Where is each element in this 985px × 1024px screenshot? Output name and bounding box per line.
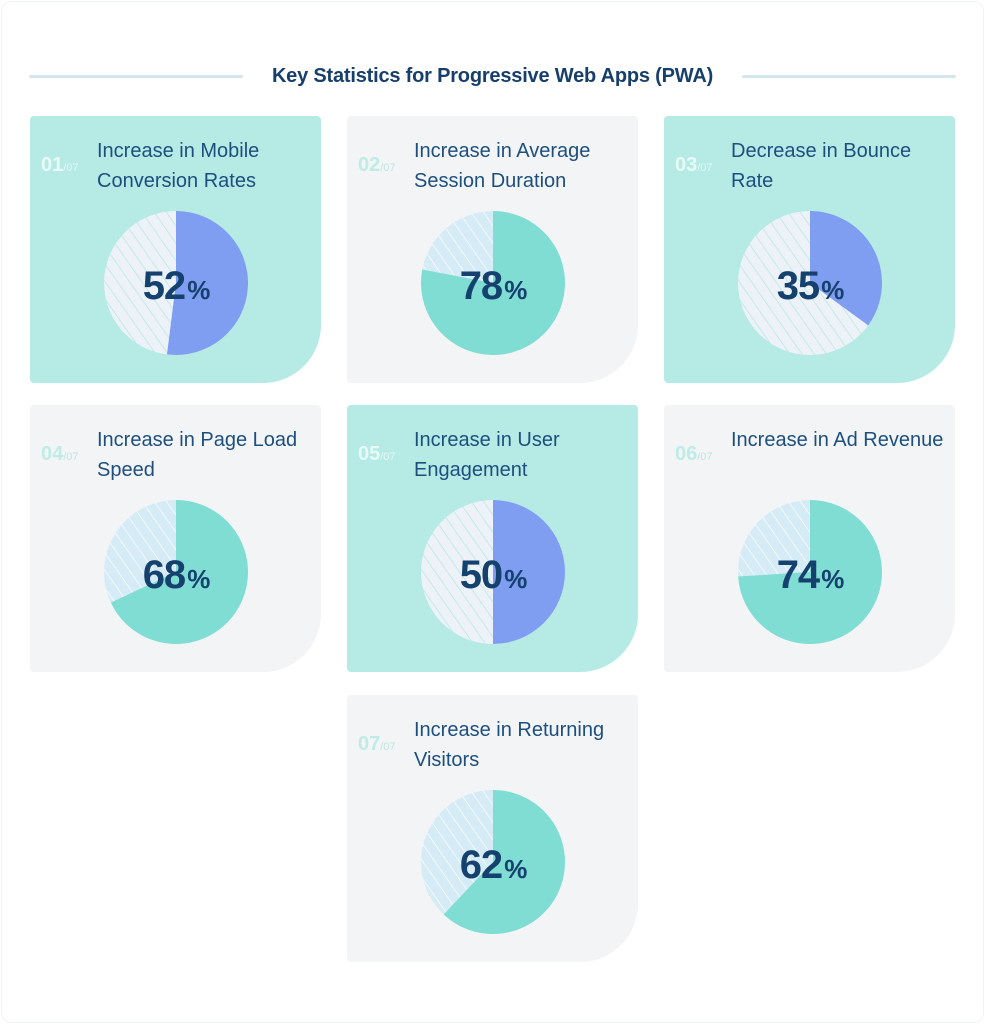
percent-value: 62% bbox=[459, 842, 528, 887]
value-slice bbox=[110, 500, 248, 644]
card-label: Decrease in Bounce Rate bbox=[731, 140, 912, 192]
card-index: 04/07 bbox=[41, 443, 79, 465]
card-index: 01/07 bbox=[41, 154, 79, 176]
pie-chart bbox=[738, 500, 882, 644]
percent-value: 78% bbox=[459, 263, 528, 308]
value-slice bbox=[493, 500, 565, 644]
percent-value: 52% bbox=[142, 263, 211, 308]
value-slice bbox=[166, 211, 248, 355]
pie-chart bbox=[104, 500, 248, 644]
value-slice bbox=[421, 211, 565, 355]
card-label: Increase in Average Session Duration bbox=[414, 140, 591, 192]
title-row: Key Statistics for Progressive Web Apps … bbox=[29, 62, 956, 90]
pie-svg bbox=[738, 500, 882, 644]
stat-card-02: 02/07 Increase in Average Session Durati… bbox=[347, 116, 638, 383]
percent-value: 68% bbox=[142, 552, 211, 597]
value-slice bbox=[810, 211, 882, 326]
page-title: Key Statistics for Progressive Web Apps … bbox=[271, 64, 714, 87]
title-divider-left bbox=[29, 74, 243, 78]
stat-card-01: 01/07 Increase in Mobile Conversion Rate… bbox=[30, 116, 321, 383]
pie-chart bbox=[421, 790, 565, 934]
card-label: Increase in Mobile Conversion Rates bbox=[97, 140, 260, 192]
stat-card-03: 03/07 Decrease in Bounce Rate 35% bbox=[664, 116, 955, 383]
pie-svg bbox=[421, 790, 565, 934]
stat-card-07: 07/07 Increase in Returning Visitors 62% bbox=[347, 695, 638, 962]
percent-value: 50% bbox=[459, 552, 528, 597]
title-divider-right bbox=[742, 74, 956, 78]
value-slice bbox=[738, 500, 882, 644]
pie-svg bbox=[421, 500, 565, 644]
pie-chart bbox=[104, 211, 248, 355]
pie-svg bbox=[104, 500, 248, 644]
card-label: Increase in Page Load Speed bbox=[97, 429, 298, 481]
card-index: 05/07 bbox=[358, 443, 396, 465]
pie-chart bbox=[738, 211, 882, 355]
pie-chart bbox=[421, 211, 565, 355]
pie-chart bbox=[421, 500, 565, 644]
percent-value: 35% bbox=[776, 263, 845, 308]
pie-svg bbox=[738, 211, 882, 355]
card-index: 06/07 bbox=[675, 443, 713, 465]
card-index: 02/07 bbox=[358, 154, 396, 176]
card-label: Increase in Ad Revenue bbox=[731, 429, 944, 451]
card-label: Increase in Returning Visitors bbox=[414, 719, 605, 771]
percent-value: 74% bbox=[776, 552, 845, 597]
card-index: 03/07 bbox=[675, 154, 713, 176]
pie-svg bbox=[104, 211, 248, 355]
card-label: Increase in User Engagement bbox=[414, 429, 560, 481]
pie-svg bbox=[421, 211, 565, 355]
value-slice bbox=[443, 790, 565, 934]
stat-card-06: 06/07 Increase in Ad Revenue 74% bbox=[664, 405, 955, 672]
stat-card-04: 04/07 Increase in Page Load Speed 68% bbox=[30, 405, 321, 672]
stat-card-05: 05/07 Increase in User Engagement 50% bbox=[347, 405, 638, 672]
card-index: 07/07 bbox=[358, 733, 396, 755]
